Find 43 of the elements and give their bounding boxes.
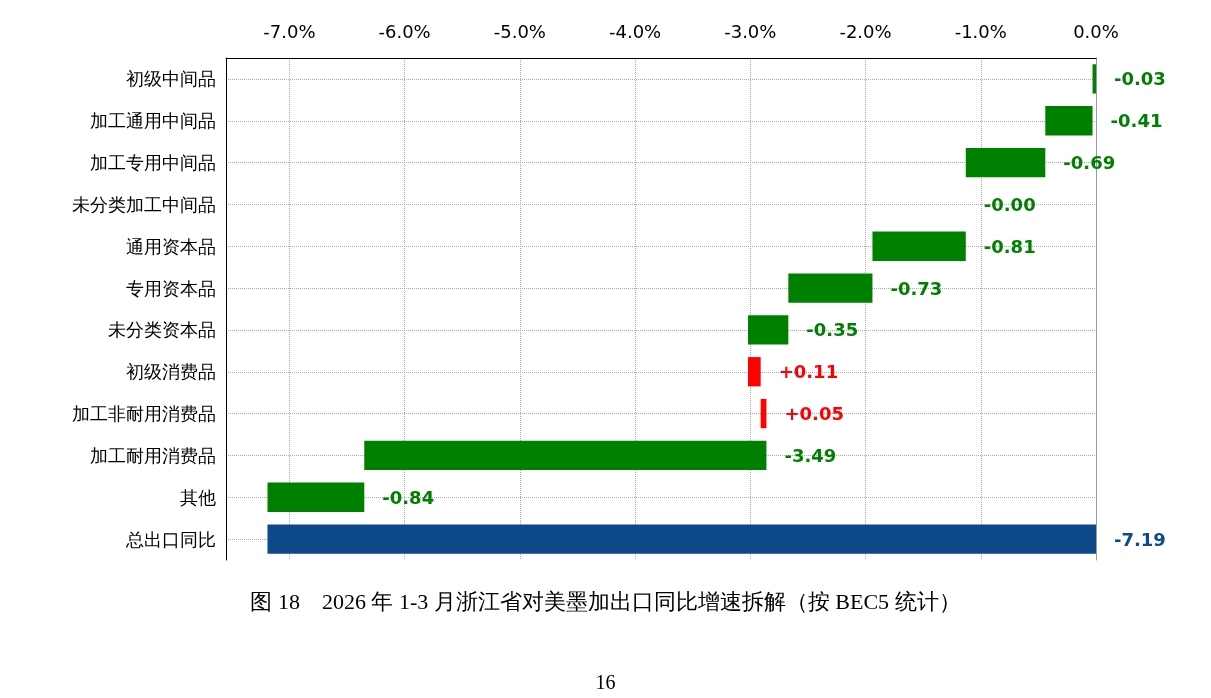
data-label: -3.49 <box>784 444 837 466</box>
y-tick-label: 加工耐用消费品 <box>90 444 216 466</box>
data-label: -0.84 <box>382 486 435 508</box>
data-label: -0.73 <box>890 277 943 299</box>
x-tick-label: -7.0% <box>263 20 316 42</box>
bar <box>267 482 365 512</box>
y-tick-label: 加工通用中间品 <box>90 110 216 132</box>
x-tick-label: -4.0% <box>608 20 662 42</box>
y-tick-label: 其他 <box>180 486 216 508</box>
x-tick-label: 0.0% <box>1073 20 1119 42</box>
bar <box>748 357 761 387</box>
y-tick-label: 初级中间品 <box>126 68 216 90</box>
y-tick-label: 通用资本品 <box>126 235 216 257</box>
y-tick-label: 加工专用中间品 <box>90 152 216 174</box>
bar <box>748 315 789 345</box>
bar <box>364 440 767 471</box>
data-label: +0.11 <box>778 361 839 383</box>
text: 16 <box>595 671 616 693</box>
y-tick-label: 总出口同比 <box>125 528 216 550</box>
bar <box>965 147 1046 178</box>
y-tick-label: 专用资本品 <box>126 277 216 299</box>
data-label: -0.41 <box>1110 110 1163 132</box>
bar <box>788 273 873 303</box>
data-label: -0.35 <box>806 319 859 341</box>
data-label: -0.81 <box>983 235 1036 257</box>
y-tick-label: 未分类加工中间品 <box>72 193 216 215</box>
x-tick-label: -3.0% <box>724 20 777 42</box>
data-label: -0.00 <box>983 193 1036 215</box>
y-tick-label: 初级消费品 <box>126 361 216 383</box>
text: 图 18 2026 年 1-3 月浙江省对美墨加出口同比增速拆解（按 BEC5 统计） <box>250 588 961 614</box>
data-label: -0.03 <box>1114 68 1166 90</box>
data-label: -7.19 <box>1114 528 1166 550</box>
data-label: -0.69 <box>1063 152 1116 174</box>
x-tick-label: -1.0% <box>954 20 1007 42</box>
bar <box>872 231 966 261</box>
bar <box>267 524 1096 554</box>
data-label: +0.05 <box>784 403 844 425</box>
x-tick-label: -2.0% <box>839 20 892 42</box>
bar <box>1045 106 1093 136</box>
y-tick-label: 加工非耐用消费品 <box>72 403 216 425</box>
x-tick-label: -5.0% <box>493 20 546 42</box>
x-tick-label: -6.0% <box>378 20 431 42</box>
y-tick-label: 未分类资本品 <box>108 319 216 341</box>
